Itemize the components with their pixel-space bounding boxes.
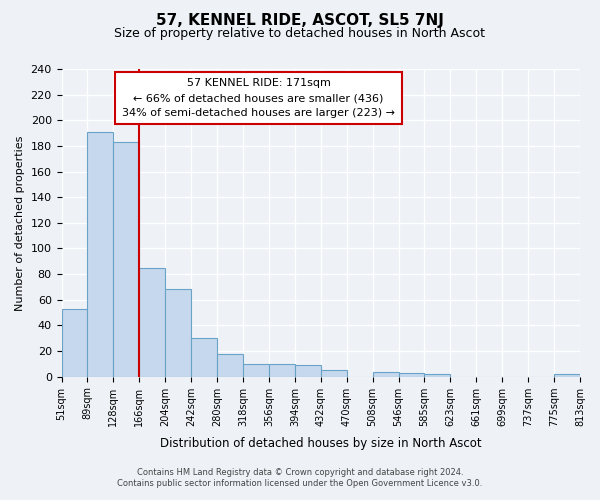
- Bar: [321, 370, 347, 376]
- Bar: [554, 374, 580, 376]
- Bar: [243, 364, 269, 376]
- Bar: [398, 373, 424, 376]
- Bar: [424, 374, 451, 376]
- Bar: [269, 364, 295, 376]
- Text: 57 KENNEL RIDE: 171sqm
← 66% of detached houses are smaller (436)
34% of semi-de: 57 KENNEL RIDE: 171sqm ← 66% of detached…: [122, 78, 395, 118]
- X-axis label: Distribution of detached houses by size in North Ascot: Distribution of detached houses by size …: [160, 437, 482, 450]
- Text: 57, KENNEL RIDE, ASCOT, SL5 7NJ: 57, KENNEL RIDE, ASCOT, SL5 7NJ: [156, 12, 444, 28]
- Bar: [295, 365, 321, 376]
- Bar: [373, 372, 398, 376]
- Bar: [139, 268, 165, 376]
- Bar: [62, 308, 88, 376]
- Text: Size of property relative to detached houses in North Ascot: Size of property relative to detached ho…: [115, 28, 485, 40]
- Text: Contains HM Land Registry data © Crown copyright and database right 2024.
Contai: Contains HM Land Registry data © Crown c…: [118, 468, 482, 487]
- Bar: [191, 338, 217, 376]
- Bar: [217, 354, 243, 376]
- Bar: [165, 290, 191, 376]
- Y-axis label: Number of detached properties: Number of detached properties: [15, 135, 25, 310]
- Bar: [113, 142, 139, 376]
- Bar: [88, 132, 113, 376]
